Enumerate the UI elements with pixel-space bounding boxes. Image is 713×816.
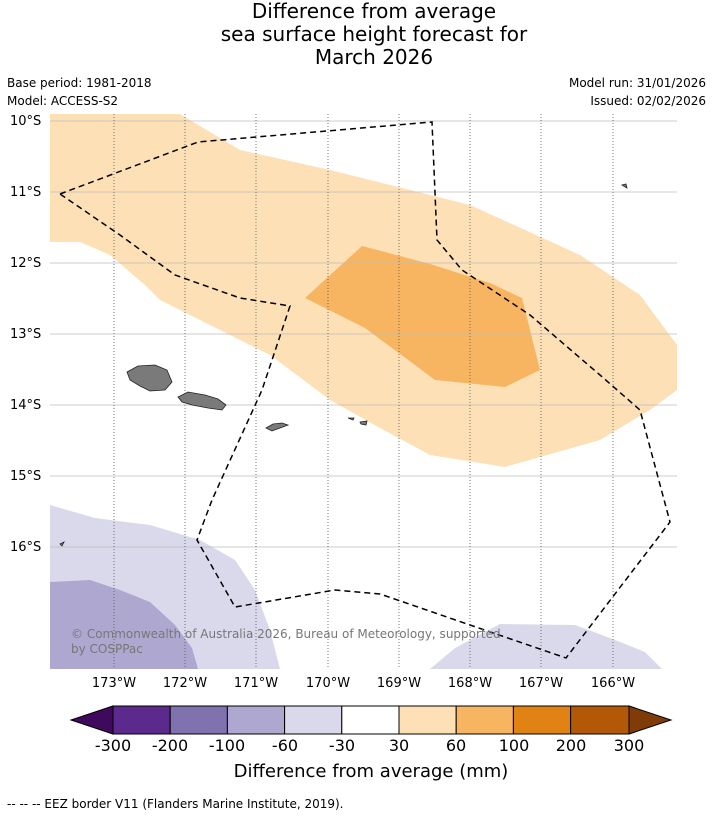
lon-label-167w: 167°W: [519, 676, 563, 691]
eez-border: [58, 121, 671, 659]
copyright-notice: © Commonwealth of Australia 2026, Bureau…: [71, 627, 501, 657]
colorbar-tick-300: 300: [613, 736, 645, 755]
tutuila-island: [265, 422, 290, 432]
copyright-line-1: © Commonwealth of Australia 2026, Bureau…: [71, 627, 501, 641]
latitude-gridlines: [50, 120, 677, 548]
lat-label-16s: 16°S: [10, 540, 41, 555]
savaii-island: [126, 364, 173, 392]
lon-label-169w: 169°W: [377, 676, 421, 691]
title-line-1: Difference from average: [251, 0, 497, 23]
anomaly-neg60-neg100-southwest: [50, 580, 198, 669]
colorbar-segment-neg60-neg30: [284, 705, 343, 735]
lon-label-168w: 168°W: [448, 676, 492, 691]
colorbar-segment-60-100: [455, 705, 514, 735]
longitude-gridlines: [113, 114, 614, 669]
upolu-island: [177, 391, 227, 411]
colorbar-segment-200-300: [570, 705, 630, 735]
title-line-3: March 2026: [314, 45, 434, 69]
lon-label-172w: 172°W: [163, 676, 207, 691]
colorbar-segment-30-60: [398, 705, 457, 735]
lon-label-170w: 170°W: [306, 676, 350, 691]
issued-date: Issued: 02/02/2026: [590, 94, 706, 108]
colorbar-tick-neg300: -300: [94, 736, 132, 755]
small-island-west: [59, 541, 65, 547]
colorbar-tick-neg30: -30: [328, 736, 356, 755]
colorbar-segment-neg30-30: [341, 705, 400, 735]
meta-left: Base period: 1981-2018 Model: ACCESS-S2: [7, 74, 152, 110]
colorbar-tick-60: 60: [445, 736, 467, 755]
colorbar: [69, 705, 673, 735]
colorbar-segment-100-200: [512, 705, 572, 735]
colorbar-segment-neg100-neg60: [226, 705, 286, 735]
anomaly-60-100-region: [305, 246, 540, 387]
latitude-labels: 10°S 11°S 12°S 13°S 14°S 15°S 16°S: [10, 114, 41, 555]
model-name: Model: ACCESS-S2: [7, 94, 119, 108]
title-line-2: sea surface height forecast for: [220, 22, 528, 46]
colorbar-arrow-high: [628, 705, 673, 735]
base-period: Base period: 1981-2018: [7, 76, 152, 90]
model-run: Model run: 31/01/2026: [568, 76, 706, 90]
colorbar-tick-30: 30: [388, 736, 410, 755]
lon-label-166w: 166°W: [591, 676, 635, 691]
colorbar-arrow-low: [69, 705, 114, 735]
lat-label-11s: 11°S: [10, 185, 41, 200]
colorbar-title: Difference from average (mm): [233, 761, 509, 782]
colorbar-segment-neg200-neg100: [169, 705, 228, 735]
lat-label-13s: 13°S: [10, 327, 41, 342]
lon-label-173w: 173°W: [92, 676, 136, 691]
colorbar-segment-neg300-neg200: [112, 705, 171, 735]
chart-title: Difference from average sea surface heig…: [0, 0, 713, 69]
manua-island: [347, 417, 368, 426]
eez-footnote: -- -- -- EEZ border V11 (Flanders Marine…: [7, 797, 344, 811]
meta-right: Model run: 31/01/2026 Issued: 02/02/2026: [569, 74, 706, 110]
colorbar-tick-200: 200: [555, 736, 587, 755]
colorbar-tick-neg100: -100: [208, 736, 246, 755]
lat-label-10s: 10°S: [10, 114, 41, 129]
lat-label-15s: 15°S: [10, 469, 41, 484]
colorbar-tick-neg60: -60: [271, 736, 299, 755]
samoa-islands: [59, 183, 628, 547]
colorbar-tick-neg200: -200: [151, 736, 189, 755]
colorbar-tick-100: 100: [498, 736, 530, 755]
anomaly-neg30-neg60-southeast: [430, 624, 662, 669]
copyright-line-2: by COSPPac: [71, 642, 143, 656]
eez-border-west: [58, 121, 671, 659]
lat-label-12s: 12°S: [10, 256, 41, 271]
lat-label-14s: 14°S: [10, 398, 41, 413]
small-island-east: [620, 183, 628, 189]
lon-label-171w: 171°W: [234, 676, 278, 691]
longitude-labels: 173°W 172°W 171°W 170°W 169°W 168°W 167°…: [92, 676, 635, 691]
